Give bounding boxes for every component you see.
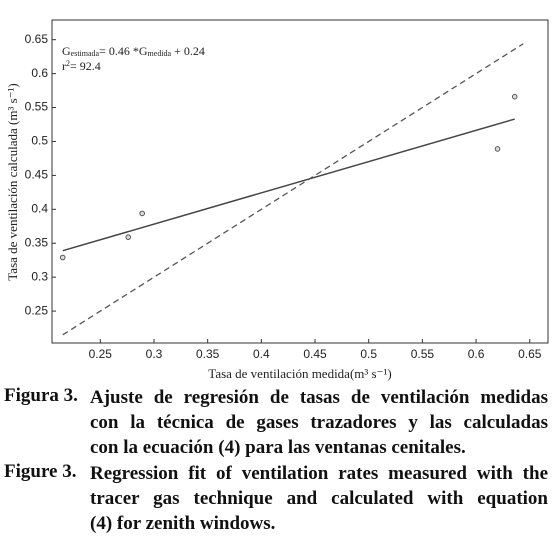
caption-label: Figure 3.: [4, 461, 77, 482]
y-tick-label: 0.6: [31, 66, 48, 80]
caption-line: Ajuste de regresión de tasas de ventilac…: [90, 387, 548, 408]
x-tick-label: 0.65: [518, 347, 542, 361]
annotation-part: medida: [148, 49, 172, 58]
x-tick-label: 0.25: [89, 347, 113, 361]
point: [511, 93, 518, 100]
point: [139, 210, 145, 217]
annotation-part: G: [62, 44, 71, 58]
x-tick-label: 0.35: [196, 347, 220, 361]
annotation-part: + 0.24: [171, 44, 205, 58]
x-tick-label: 0.5: [360, 347, 377, 361]
annotation-part: r: [62, 59, 66, 73]
y-tick-label: 0.4: [31, 201, 48, 215]
annotation: r2= 92.4: [62, 59, 101, 73]
annotation-part: = 0.46 *G: [99, 44, 148, 58]
y-axis-label: Tasa de ventilación calculada (m³ s⁻¹): [5, 83, 20, 280]
caption-line: (4) for zenith windows.: [90, 513, 276, 534]
annotation-part: estimada: [71, 49, 100, 58]
y-tick-label: 0.45: [25, 168, 49, 182]
caption-line: con la ecuación (4) para las ventanas ce…: [90, 437, 466, 458]
y-tick-label: 0.35: [25, 235, 49, 249]
annotation-part: = 92.4: [70, 59, 101, 73]
annotation: Gestimada= 0.46 *Gmedida + 0.24: [62, 44, 205, 58]
y-tick-label: 0.25: [25, 303, 49, 317]
point: [59, 254, 66, 261]
y-tick-label: 0.55: [25, 100, 49, 114]
caption: Figura 3. Ajuste de regresión de tasas de…: [4, 385, 548, 460]
x-tick-label: 0.6: [468, 347, 485, 361]
y-tick-label: 0.5: [31, 134, 48, 148]
x-tick-label: 0.3: [146, 347, 163, 361]
caption-line: con la técnica de gases trazadores y las…: [90, 412, 548, 433]
x-tick-label: 0.45: [303, 347, 327, 361]
y-tick-label: 0.3: [31, 269, 48, 283]
caption: Figure 3. Regression fit of ventilation r…: [4, 461, 548, 536]
x-tick-label: 0.4: [253, 347, 270, 361]
caption-line: tracer gas technique and calculated with…: [90, 488, 548, 509]
x-tick-label: 0.55: [411, 347, 435, 361]
point: [494, 146, 501, 152]
chart: Tasa de ventilación medida(m³ s⁻¹) Tasa …: [5, 19, 549, 381]
point: [125, 234, 132, 240]
caption-label: Figura 3.: [4, 385, 78, 406]
caption-line: Regression fit of ventilation rates meas…: [90, 463, 548, 484]
annotation-part: 2: [66, 59, 70, 68]
x-axis-label: Tasa de ventilación medida(m³ s⁻¹): [208, 366, 391, 381]
y-tick-label: 0.65: [25, 32, 49, 46]
plot-frame: [51, 19, 549, 344]
fit-line: [62, 118, 515, 252]
identity-line: [62, 43, 524, 336]
